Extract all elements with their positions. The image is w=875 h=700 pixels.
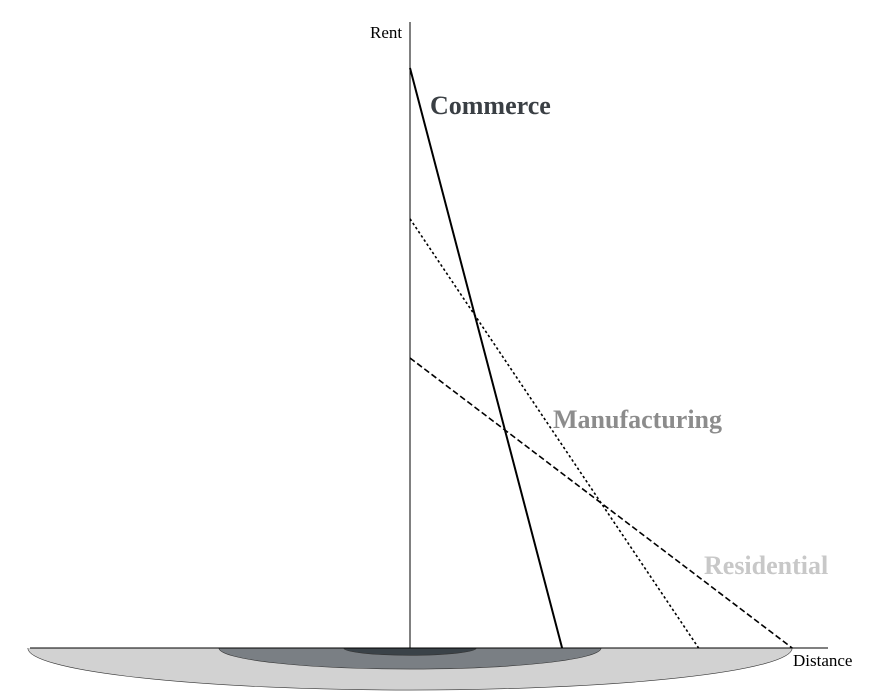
series-line-residential <box>409 357 793 649</box>
x-axis-label: Distance <box>793 651 852 670</box>
series-line-commerce <box>409 67 564 649</box>
y-axis-label: Rent <box>370 23 402 42</box>
series-label-commerce: Commerce <box>430 91 551 120</box>
ring-top-mask <box>0 0 875 648</box>
series-lines <box>409 67 793 649</box>
series-line-manufacturing <box>409 218 700 649</box>
series-label-residential: Residential <box>704 551 828 580</box>
series-label-manufacturing: Manufacturing <box>553 405 722 434</box>
